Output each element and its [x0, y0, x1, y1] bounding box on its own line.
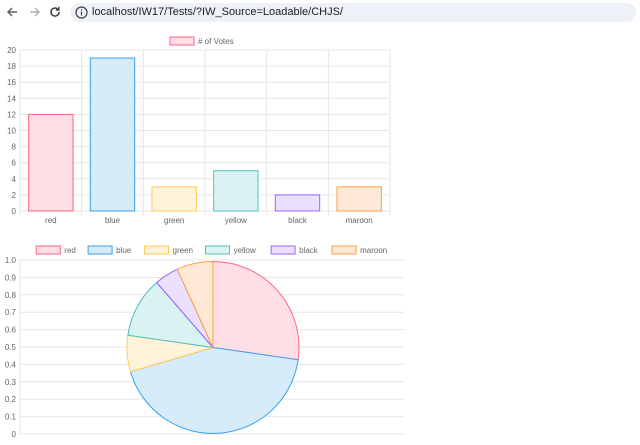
bar-black — [274, 194, 321, 212]
x-tick-label: black — [288, 216, 308, 225]
x-tick-label: yellow — [225, 216, 247, 225]
legend-label-red: red — [64, 246, 76, 255]
pie-slice-red — [212, 260, 300, 361]
back-arrow-icon[interactable] — [4, 4, 20, 20]
legend-swatch-yellow — [205, 245, 230, 255]
y-tick-label: 0.7 — [5, 308, 17, 317]
browser-toolbar: localhost/IW17/Tests/?IW_Source=Loadable… — [0, 0, 640, 25]
legend-label-maroon: maroon — [360, 246, 387, 255]
bar-maroon — [336, 186, 382, 212]
pie-slice-blue — [129, 346, 299, 434]
y-tick-label: 12 — [7, 110, 16, 119]
bar-legend: # of Votes — [169, 36, 234, 46]
bar-red — [28, 113, 74, 212]
bar-green — [151, 186, 197, 212]
legend-swatch-black — [270, 245, 296, 255]
y-tick-label: 16 — [7, 78, 16, 87]
reload-icon[interactable] — [47, 4, 63, 20]
pie-chart: red blue green yellow black maroon 0 0.1 0.2 0.3 0… — [5, 245, 404, 439]
y-tick-label: 0.6 — [5, 326, 17, 335]
y-tick-label: 0.8 — [5, 291, 17, 300]
y-tick-label: 0.1 — [5, 413, 17, 422]
y-tick-label: 0.5 — [5, 343, 17, 352]
y-tick-label: 2 — [12, 191, 17, 200]
legend-swatch-votes — [169, 36, 195, 46]
url-text: localhost/IW17/Tests/?IW_Source=Loadable… — [92, 6, 343, 18]
y-tick-label: 18 — [7, 62, 16, 71]
y-tick-label: 4 — [12, 175, 17, 184]
info-icon[interactable] — [75, 6, 88, 24]
y-tick-label: 0 — [12, 430, 17, 439]
legend-label-black: black — [299, 246, 319, 255]
legend-label-blue: blue — [116, 246, 132, 255]
y-tick-label: 0.9 — [5, 273, 17, 282]
legend-swatch-red — [35, 245, 61, 255]
legend-swatch-green — [144, 245, 169, 255]
y-tick-label: 0.3 — [5, 378, 17, 387]
legend-swatch-maroon — [331, 245, 357, 255]
legend-label-yellow: yellow — [234, 246, 256, 255]
legend-label-votes: # of Votes — [198, 37, 234, 46]
address-bar[interactable]: localhost/IW17/Tests/?IW_Source=Loadable… — [70, 3, 636, 22]
bar-chart: # of Votes 0 2 4 6 8 10 12 14 16 18 20 red blue green y… — [7, 36, 391, 225]
bar-yellow — [213, 170, 259, 212]
forward-arrow-icon[interactable] — [27, 4, 43, 20]
y-tick-label: 20 — [7, 46, 16, 55]
x-tick-label: maroon — [346, 216, 373, 225]
y-tick-label: 6 — [12, 159, 17, 168]
pie-slice-maroon — [176, 260, 214, 348]
y-tick-label: 14 — [7, 94, 16, 103]
x-tick-label: blue — [105, 216, 121, 225]
legend-label-green: green — [173, 246, 193, 255]
y-tick-label: 0.4 — [5, 360, 17, 369]
y-tick-label: 8 — [12, 143, 17, 152]
pie-legend: red blue green yellow black maroon — [35, 245, 387, 255]
x-tick-label: green — [164, 216, 184, 225]
x-tick-label: red — [45, 216, 57, 225]
y-tick-label: 0.2 — [5, 395, 17, 404]
y-tick-label: 0 — [12, 207, 17, 216]
y-tick-label: 1.0 — [5, 256, 17, 265]
legend-swatch-blue — [87, 245, 113, 255]
bar-blue — [89, 57, 136, 212]
y-tick-label: 10 — [7, 127, 16, 136]
